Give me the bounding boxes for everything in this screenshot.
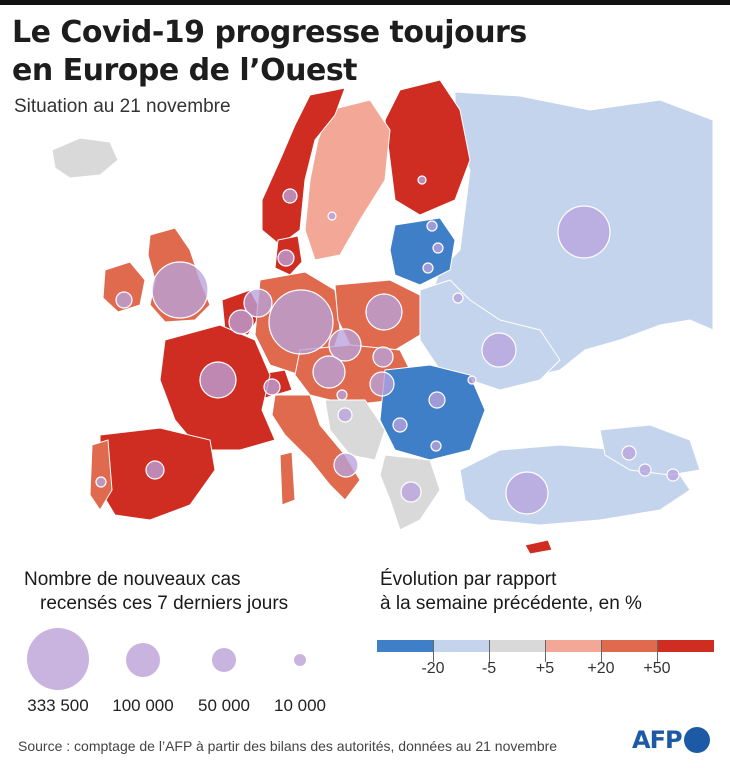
scale-label-minus5: -5	[481, 660, 497, 677]
bubble-turkey	[505, 471, 549, 515]
bubble-italy	[333, 452, 359, 478]
bubble-austria	[312, 355, 346, 389]
bubble-finland	[417, 175, 427, 185]
bubble-baltics-1	[426, 220, 438, 232]
legend-label-100000: 100 000	[112, 696, 174, 715]
bubble-slovenia	[336, 389, 348, 401]
bubble-moldova	[467, 375, 477, 385]
source-note: Source : comptage de l’AFP à partir des …	[18, 738, 558, 754]
afp-logo-dot-icon	[683, 727, 710, 753]
bubble-slovakia	[372, 346, 394, 368]
legend-size-title-line-2: recensés ces 7 derniers jours	[40, 593, 289, 614]
bubble-portugal	[95, 476, 107, 488]
bubble-baltics-3	[422, 262, 434, 274]
bubble-ireland	[115, 291, 133, 309]
bubble-belarus	[452, 292, 464, 304]
title-line-2: en Europe de l’Ouest	[12, 53, 358, 88]
bubble-russia	[557, 205, 611, 259]
bubble-croatia	[337, 407, 353, 423]
bubble-romania	[428, 391, 446, 409]
page-title: Le Covid-19 progresse toujours en Europe…	[12, 14, 612, 90]
legend-size-title: Nombre de nouveaux cas recensés ces 7 de…	[24, 568, 344, 616]
bubble-baltics-2	[432, 242, 444, 254]
region-ireland	[102, 261, 146, 313]
legend-bubble-10000	[294, 654, 306, 666]
scale-tick-3	[545, 640, 546, 662]
bubble-france	[199, 361, 237, 399]
bubble-benelux-1	[243, 288, 273, 318]
legend-change-title-line-2: à la semaine précédente, en %	[380, 593, 642, 614]
legend-change-title-line-1: Évolution par rapport	[380, 569, 557, 590]
region-balkans-east	[379, 364, 486, 461]
legend-change-title: Évolution par rapport à la semaine précé…	[380, 568, 720, 616]
legend-bubble-333500	[27, 628, 89, 690]
bubble-czech	[328, 328, 362, 362]
scale-stable	[489, 640, 545, 652]
europe-map	[51, 79, 714, 555]
legend-label-10000: 10 000	[274, 696, 326, 715]
bubble-armenia	[638, 463, 652, 477]
legend-bubble-50000	[212, 648, 236, 672]
bubble-serbia	[392, 417, 408, 433]
region-cyprus	[524, 539, 553, 555]
top-rule	[0, 0, 730, 5]
scale-label-plus50: +50	[643, 660, 671, 677]
bubble-uk	[151, 261, 209, 319]
scale-decrease	[433, 640, 489, 652]
bubble-germany	[268, 289, 334, 355]
scale-increase	[545, 640, 601, 652]
bubble-azerbaijan	[666, 468, 680, 482]
afp-logo-text: AFP	[632, 726, 683, 754]
legend-bubble-100000	[126, 643, 160, 677]
scale-tick-1	[433, 640, 434, 662]
title-line-1: Le Covid-19 progresse toujours	[12, 15, 527, 50]
bubble-greece	[400, 481, 422, 503]
region-baltics	[389, 217, 456, 286]
scale-label-plus5: +5	[535, 660, 555, 677]
subtitle: Situation au 21 novembre	[14, 96, 231, 117]
bubble-bulgaria	[430, 440, 442, 452]
scale-tick-4	[601, 640, 602, 662]
scale-label-plus20: +20	[587, 660, 615, 677]
bubble-switzerland	[263, 378, 281, 396]
region-portugal	[89, 439, 113, 511]
case-bubbles	[95, 175, 680, 515]
bubble-spain	[145, 460, 165, 480]
scale-tick-5	[657, 640, 658, 662]
bubble-benelux-2	[228, 309, 254, 335]
afp-logo: AFP	[632, 726, 710, 754]
bubble-sweden	[327, 211, 337, 221]
scale-strong-increase	[601, 640, 657, 652]
legend-size-title-line-1: Nombre de nouveaux cas	[24, 569, 241, 590]
scale-label-minus20: -20	[421, 660, 445, 677]
legend-label-50000: 50 000	[198, 696, 250, 715]
bubble-poland	[365, 293, 403, 331]
bubble-georgia	[621, 445, 637, 461]
bubble-hungary	[369, 371, 395, 397]
region-iceland	[51, 137, 119, 179]
bubble-ukraine	[481, 332, 517, 368]
scale-tick-2	[489, 640, 490, 662]
region-sweden	[304, 99, 391, 261]
legend-label-333500: 333 500	[27, 696, 89, 715]
region-caucasus	[599, 424, 701, 476]
bubble-norway	[282, 188, 298, 204]
region-corsica-sardinia	[279, 451, 296, 506]
scale-very-strong-increase	[657, 640, 714, 652]
scale-strong-decrease	[377, 640, 433, 652]
bubble-denmark	[277, 249, 295, 267]
